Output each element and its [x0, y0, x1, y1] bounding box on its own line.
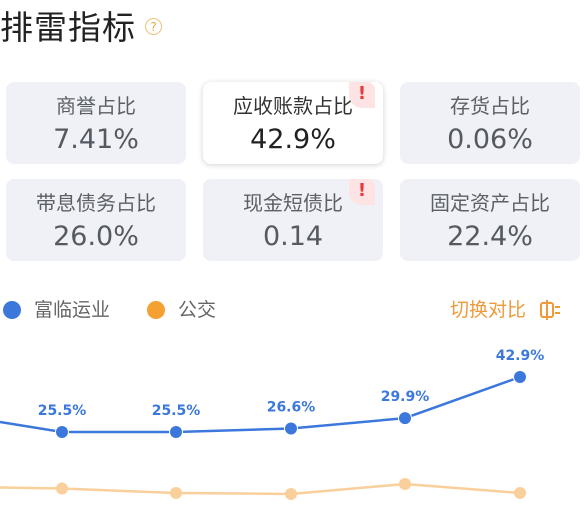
- data-label-a: 26.6%: [267, 400, 316, 416]
- metric-value: 0.14: [262, 221, 324, 252]
- legend-label-a: 富临运业: [34, 299, 111, 321]
- metric-card-goodwill[interactable]: 商誉占比 7.41%: [6, 82, 186, 164]
- data-label-a: 25.5%: [38, 403, 87, 419]
- metric-label: 存货占比: [450, 94, 530, 118]
- data-point-a: [284, 421, 298, 436]
- legend-dot-a: [3, 301, 21, 319]
- data-point-b: [170, 487, 182, 499]
- metric-label: 带息债务占比: [36, 191, 156, 215]
- metric-card-receivables[interactable]: 应收账款占比 42.9% !: [203, 82, 383, 164]
- metric-value: 7.41%: [53, 124, 139, 155]
- data-label-a: 29.9%: [381, 389, 430, 405]
- metric-value: 26.0%: [53, 221, 139, 252]
- data-label-a: 25.5%: [152, 403, 201, 419]
- series-line-a: [0, 375, 521, 434]
- help-icon[interactable]: ?: [145, 18, 162, 35]
- data-point-a: [55, 425, 69, 439]
- warning-icon: !: [349, 179, 375, 205]
- data-point-b: [514, 487, 526, 499]
- data-point-a: [513, 370, 527, 384]
- metric-value: 42.9%: [250, 124, 336, 155]
- metric-card-fixed-assets[interactable]: 固定资产占比 22.4%: [400, 179, 580, 261]
- metric-value: 22.4%: [447, 221, 533, 252]
- data-point-a: [398, 411, 412, 426]
- data-point-b: [399, 478, 411, 490]
- data-point-a: [169, 425, 183, 439]
- metric-card-interest-debt[interactable]: 带息债务占比 26.0%: [6, 179, 186, 261]
- metric-label: 商誉占比: [56, 94, 136, 118]
- metric-card-cash-short-debt[interactable]: 现金短债比 0.14 !: [203, 179, 383, 261]
- series-line-b: [0, 482, 521, 496]
- data-point-b: [56, 482, 68, 495]
- page-title: 排雷指标: [0, 8, 136, 47]
- line-chart: 25.5% 25.5% 26.6% 29.9% 42.9%: [0, 348, 545, 500]
- metric-card-inventory[interactable]: 存货占比 0.06%: [400, 82, 580, 164]
- legend-dot-b: [147, 301, 165, 319]
- metric-label: 固定资产占比: [430, 191, 550, 215]
- legend-label-b: 公交: [178, 299, 217, 321]
- metric-label: 现金短债比: [243, 191, 343, 215]
- data-label-a: 42.9%: [496, 348, 545, 364]
- warning-icon: !: [349, 82, 375, 108]
- data-point-b: [285, 488, 297, 500]
- switch-compare-button[interactable]: 切换对比: [450, 299, 527, 321]
- metric-value: 0.06%: [447, 124, 533, 155]
- switch-icon[interactable]: [539, 299, 561, 321]
- metric-label: 应收账款占比: [233, 94, 353, 118]
